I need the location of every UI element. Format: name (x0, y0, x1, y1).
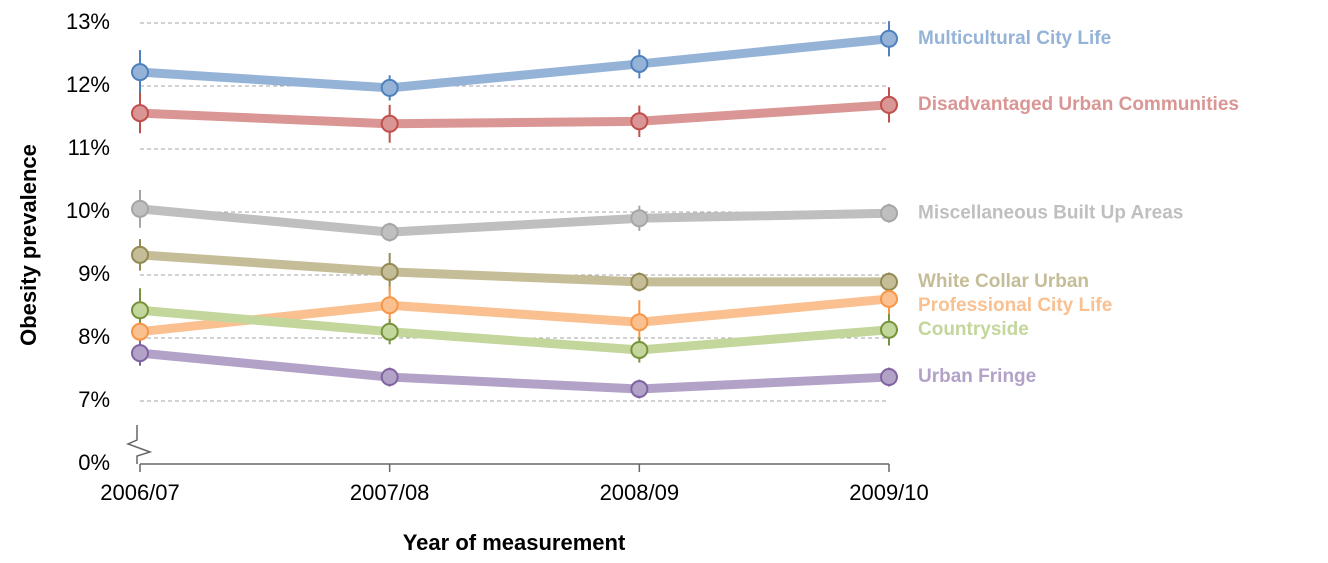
data-point (880, 320, 898, 339)
series-line (139, 34, 890, 93)
series-label: Urban Fringe (918, 366, 1036, 387)
series-label: Countryside (918, 319, 1029, 340)
data-point (380, 322, 399, 341)
y-tick-label: 13% (66, 9, 110, 34)
series-label: White Collar Urban (918, 271, 1089, 292)
data-point (131, 104, 149, 123)
y-tick-label: 7% (78, 387, 110, 412)
data-point (880, 289, 898, 308)
data-point (131, 199, 149, 218)
data-point (880, 95, 898, 114)
series-line (139, 250, 889, 287)
series-line (139, 348, 890, 394)
data-point (380, 262, 399, 281)
y-axis-title: Obesity prevalence (16, 144, 41, 346)
x-tick-label: 2006/07 (100, 480, 180, 505)
data-point (880, 29, 898, 48)
data-point (880, 204, 898, 223)
series-line (139, 305, 890, 355)
data-point (131, 301, 149, 320)
y-tick-label: 10% (66, 198, 110, 223)
axis-break (125, 425, 153, 464)
data-point (131, 322, 149, 341)
data-point (380, 368, 399, 387)
series-label: Disadvantaged Urban Communities (918, 94, 1239, 115)
x-tick-label: 2007/08 (350, 480, 430, 505)
data-point (630, 380, 649, 399)
series-label: Miscellaneous Built Up Areas (918, 202, 1183, 223)
data-point (131, 245, 149, 264)
data-point (630, 340, 649, 359)
data-point (380, 296, 399, 315)
data-point (380, 223, 399, 242)
series-line (139, 294, 890, 337)
y-tick-label: 9% (78, 261, 110, 286)
x-tick-label: 2008/09 (600, 480, 680, 505)
y-tick-label: 0% (78, 450, 110, 475)
data-point (630, 313, 649, 332)
data-point (630, 209, 649, 228)
y-tick-label: 8% (78, 324, 110, 349)
data-point (630, 112, 649, 131)
data-point (880, 368, 898, 387)
data-point (880, 272, 898, 291)
x-axis-title: Year of measurement (403, 530, 626, 555)
series-line (139, 204, 890, 237)
data-point (131, 344, 149, 363)
y-tick-label: 12% (66, 72, 110, 97)
data-point (380, 114, 399, 133)
data-point (380, 78, 399, 97)
data-point (630, 272, 649, 291)
series-label: Multicultural City Life (918, 28, 1111, 49)
x-tick-label: 2009/10 (849, 480, 929, 505)
series-line (139, 100, 890, 129)
data-point (630, 54, 649, 73)
data-point (131, 63, 149, 82)
series-label: Professional City Life (918, 295, 1112, 316)
y-tick-label: 11% (68, 135, 110, 160)
